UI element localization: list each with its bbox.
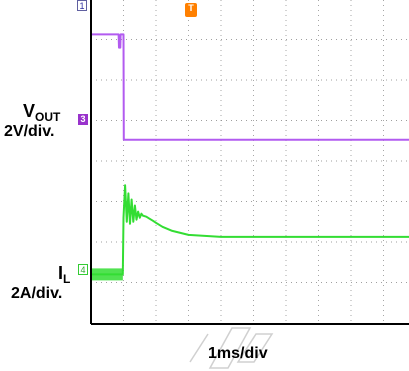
timebase-label: 1ms/div <box>208 345 268 362</box>
vout-label-sub: OUT <box>35 110 61 124</box>
il-label-sub: L <box>63 272 71 286</box>
channel-1-marker: 1 <box>77 0 87 11</box>
il-label-main: I <box>58 263 64 283</box>
watermark-logo <box>189 327 274 369</box>
series-vout-trace <box>91 33 409 141</box>
channel-4-marker: 4 <box>78 264 88 275</box>
trigger-marker: T <box>185 3 197 17</box>
channel-3-marker: 3 <box>78 114 88 125</box>
traces <box>91 33 409 281</box>
vout-label-main: V <box>23 101 36 121</box>
il-scale-label: 2A/div. <box>11 285 63 302</box>
il-label: IL <box>58 264 70 285</box>
vout-scale-label: 2V/div. <box>4 123 55 140</box>
plot-area <box>91 0 409 324</box>
vout-label: VOUT <box>23 102 60 123</box>
grid <box>91 0 409 324</box>
series-il-trace <box>91 184 409 276</box>
